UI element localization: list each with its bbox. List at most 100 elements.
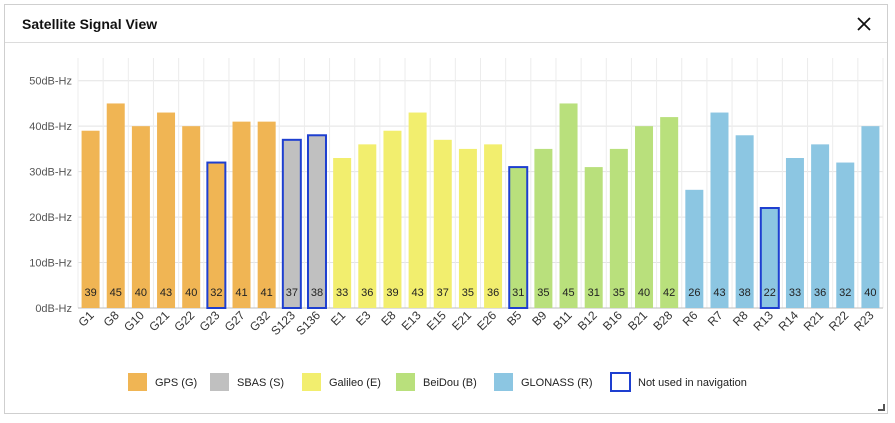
bar-g23[interactable] (206, 161, 227, 309)
legend-swatch-sbas (210, 373, 229, 391)
x-tick-label: E3 (353, 308, 374, 329)
bar-b9[interactable] (534, 148, 553, 308)
bar-r22[interactable] (836, 162, 855, 308)
legend-label: BeiDou (B) (423, 377, 477, 389)
bar-value-label: 32 (210, 287, 222, 299)
x-tick-label: B9 (529, 308, 550, 329)
bar-r7[interactable] (710, 112, 729, 308)
bar-value-label: 35 (537, 287, 549, 299)
bar-value-label: 31 (512, 287, 524, 299)
close-button[interactable] (853, 13, 875, 35)
x-tick-label: G8 (101, 308, 122, 329)
bar-value-label: 45 (110, 287, 122, 299)
bar-e13[interactable] (408, 112, 427, 308)
y-tick-label: 10dB-Hz (29, 258, 72, 270)
bar-value-label: 39 (84, 287, 96, 299)
x-tick-label: R14 (776, 308, 802, 334)
bar-r14[interactable] (785, 158, 804, 308)
bar-e21[interactable] (458, 148, 477, 308)
bar-g1[interactable] (81, 130, 100, 308)
bar-value-label: 33 (789, 287, 801, 299)
x-tick-label: B21 (625, 308, 650, 333)
bar-value-label: 37 (437, 287, 449, 299)
legend-swatch-not-used (610, 372, 631, 392)
bar-value-label: 43 (160, 287, 172, 299)
bar-b12[interactable] (584, 167, 603, 308)
bar-g8[interactable] (106, 103, 125, 308)
x-tick-label: E26 (474, 308, 499, 333)
bar-value-label: 43 (713, 287, 725, 299)
bar-g32[interactable] (257, 121, 276, 309)
close-icon (857, 17, 871, 31)
bar-value-label: 40 (638, 287, 650, 299)
x-tick-label: R23 (851, 308, 877, 334)
y-tick-label: 0dB-Hz (35, 303, 72, 315)
dialog-titlebar: Satellite Signal View (5, 5, 887, 43)
bar-b28[interactable] (660, 117, 679, 308)
bar-e15[interactable] (433, 139, 452, 308)
y-tick-label: 20dB-Hz (29, 212, 72, 224)
bar-r6[interactable] (685, 189, 704, 308)
legend-swatch-galileo (302, 373, 321, 391)
bar-r8[interactable] (735, 135, 754, 308)
bar-value-label: 31 (588, 287, 600, 299)
legend-label: SBAS (S) (237, 377, 284, 389)
y-tick-label: 50dB-Hz (29, 76, 72, 88)
bar-b11[interactable] (559, 103, 578, 308)
bar-value-label: 33 (336, 287, 348, 299)
bar-value-label: 39 (386, 287, 398, 299)
bar-e8[interactable] (383, 130, 402, 308)
bar-value-label: 22 (764, 287, 776, 299)
bar-e1[interactable] (333, 158, 352, 308)
legend-label: Not used in navigation (638, 377, 747, 389)
resize-grip-icon[interactable] (878, 404, 885, 411)
bar-b5[interactable] (508, 166, 529, 309)
bar-r13[interactable] (759, 207, 780, 309)
bar-value-label: 35 (462, 287, 474, 299)
x-tick-label: R6 (680, 308, 701, 329)
bar-e26[interactable] (484, 144, 503, 308)
x-tick-label: R8 (730, 308, 751, 329)
bar-s123[interactable] (281, 138, 302, 309)
x-tick-label: B12 (575, 308, 600, 333)
x-tick-label: G1 (75, 308, 96, 329)
bar-value-label: 36 (487, 287, 499, 299)
x-tick-label: G23 (197, 308, 223, 334)
legend-swatch-glonass (494, 373, 513, 391)
x-tick-label: R13 (750, 308, 776, 334)
x-tick-label: B16 (600, 308, 625, 333)
bar-value-label: 41 (235, 287, 247, 299)
x-tick-label: B5 (504, 308, 525, 329)
bar-value-label: 32 (839, 287, 851, 299)
bar-s136[interactable] (306, 134, 327, 309)
legend-label: Galileo (E) (329, 377, 381, 389)
bar-value-label: 42 (663, 287, 675, 299)
x-tick-label: G21 (146, 308, 172, 334)
legend-label: GPS (G) (155, 377, 197, 389)
dialog-title: Satellite Signal View (22, 16, 158, 32)
x-tick-label: R21 (801, 308, 827, 334)
bar-g10[interactable] (131, 126, 150, 308)
x-tick-label: R7 (705, 308, 726, 329)
bar-g21[interactable] (157, 112, 176, 308)
x-tick-label: R22 (826, 308, 852, 334)
bar-b21[interactable] (635, 126, 654, 308)
bar-r23[interactable] (861, 126, 880, 308)
bar-g27[interactable] (232, 121, 251, 309)
y-tick-label: 30dB-Hz (29, 167, 72, 179)
legend-swatch-beidou (396, 373, 415, 391)
x-tick-label: B28 (650, 308, 675, 333)
bar-g22[interactable] (182, 126, 201, 308)
bar-e3[interactable] (358, 144, 377, 308)
x-tick-label: E1 (328, 308, 349, 329)
bar-b16[interactable] (609, 148, 628, 308)
bar-value-label: 38 (311, 287, 323, 299)
x-tick-label: S123 (268, 308, 298, 338)
bar-value-label: 37 (286, 287, 298, 299)
bar-r21[interactable] (811, 144, 830, 308)
x-tick-label: G22 (171, 308, 197, 334)
bar-value-label: 38 (739, 287, 751, 299)
x-tick-label: G27 (222, 308, 248, 334)
bar-value-label: 36 (814, 287, 826, 299)
